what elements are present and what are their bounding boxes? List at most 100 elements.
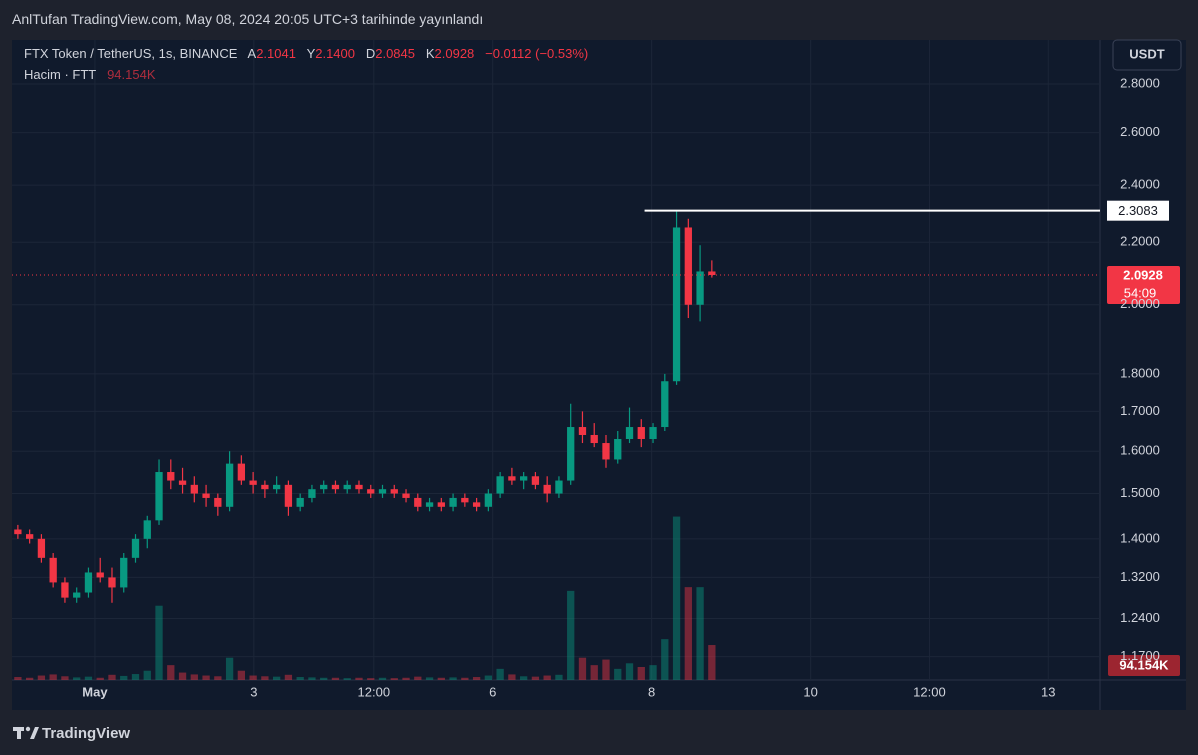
candle-body <box>520 476 528 481</box>
volume-bar <box>96 677 104 680</box>
volume-bar <box>425 677 434 680</box>
candle-body <box>273 484 281 490</box>
candle-body <box>261 484 269 490</box>
volume-bar <box>543 675 551 680</box>
candle-body <box>214 497 222 507</box>
volume-bar <box>708 645 716 680</box>
volume-bar <box>614 668 622 680</box>
currency-button[interactable] <box>1112 39 1182 71</box>
price-label-box <box>1107 265 1180 304</box>
volume-bar <box>390 678 398 680</box>
volume-bar <box>25 677 34 680</box>
legend-key: K <box>425 46 435 61</box>
volume-bar <box>225 657 234 680</box>
volume-bar <box>120 675 128 680</box>
volume-bar <box>202 675 210 680</box>
candle-body <box>202 493 210 498</box>
y-tick-label: 1.1700 <box>1120 648 1160 663</box>
publish-note: AnlTufan TradingView.com, May 08, 2024 2… <box>12 11 484 27</box>
y-tick-label: 2.6000 <box>1120 124 1160 139</box>
price-label: 2.0928 <box>1123 267 1163 282</box>
volume-bar <box>14 677 22 680</box>
volume-bar <box>496 668 504 680</box>
candle-body <box>543 484 551 494</box>
volume-bar <box>284 674 293 680</box>
volume-bar <box>249 675 257 680</box>
y-tick-label: 1.8000 <box>1120 365 1160 380</box>
legend-value: 2.1041 <box>256 46 296 61</box>
candle-body <box>320 484 328 490</box>
volume-bar <box>414 676 422 680</box>
y-tick-label: 2.2000 <box>1120 234 1160 249</box>
volume-bar <box>449 677 457 680</box>
candle-body <box>567 427 575 481</box>
x-tick-label: May <box>82 684 108 699</box>
candle-body <box>131 538 140 558</box>
high-label-box <box>1107 200 1169 221</box>
volume-bar <box>578 657 587 680</box>
candle-body <box>143 520 151 539</box>
candle-body <box>296 497 304 507</box>
candle-body <box>96 572 104 578</box>
volume-bar <box>378 677 387 680</box>
volume-label-box <box>1108 655 1180 676</box>
volume-bar <box>37 675 46 680</box>
candle-body <box>531 476 540 485</box>
x-tick-label: 3 <box>250 684 257 699</box>
legend-key: D <box>365 46 376 61</box>
candle-body <box>308 489 316 498</box>
y-tick-label: 1.7000 <box>1120 403 1160 418</box>
candle-body <box>496 476 504 494</box>
volume-bar <box>696 587 704 680</box>
candle-body <box>390 489 398 494</box>
candle-body <box>672 227 681 382</box>
volume-bar <box>649 665 657 680</box>
candle-body <box>14 529 22 535</box>
legend-value: 2.0928 <box>434 46 475 61</box>
volume-bar <box>261 676 269 680</box>
legend-value: 2.1400 <box>315 46 355 61</box>
candle-body <box>190 484 198 494</box>
candle-body <box>249 480 257 485</box>
brand-logo <box>13 726 39 739</box>
volume-bar <box>355 677 363 680</box>
volume-bar <box>637 667 645 680</box>
volume-bar <box>273 676 281 680</box>
volume-bar <box>308 677 316 680</box>
x-tick-label: 8 <box>648 684 655 699</box>
candle-body <box>414 497 422 507</box>
candle-body <box>331 484 340 490</box>
volume-bar <box>143 670 151 680</box>
candle-body <box>425 502 434 507</box>
volume-bar <box>661 639 669 680</box>
y-tick-label: 1.2400 <box>1120 610 1160 625</box>
chart-background <box>12 40 1186 710</box>
candle-body <box>343 484 351 490</box>
candle-body <box>708 271 716 275</box>
legend-value: 2.0845 <box>375 46 415 61</box>
volume-bar <box>684 587 692 680</box>
candle-body <box>696 271 704 305</box>
candle-body <box>637 427 645 440</box>
volume-bar <box>602 659 610 680</box>
overlay: 2.0928 54:09 2.3083 94.154K <box>12 200 1180 676</box>
volume-bar <box>190 674 198 680</box>
x-tick-label: 12:00 <box>358 684 391 699</box>
candle-body <box>155 472 163 521</box>
candle-body <box>178 480 187 485</box>
candle-body <box>108 577 116 588</box>
y-tick-label: 2.4000 <box>1120 177 1160 192</box>
candle-body <box>167 472 175 481</box>
axis-labels: 2.8000 2.6000 2.4000 2.2000 2.0000 1.8000 1.70… <box>82 75 1160 699</box>
candle-body <box>590 434 598 444</box>
candle-body <box>555 480 563 494</box>
volume-bar <box>237 670 246 680</box>
legend-key: Y <box>306 46 316 61</box>
candle-body <box>84 572 93 593</box>
high-label: 2.3083 <box>1118 203 1158 218</box>
currency-label[interactable]: USDT <box>1129 46 1164 61</box>
candle-body <box>684 227 692 305</box>
volume-bar <box>567 590 575 680</box>
candle-body <box>508 476 516 481</box>
